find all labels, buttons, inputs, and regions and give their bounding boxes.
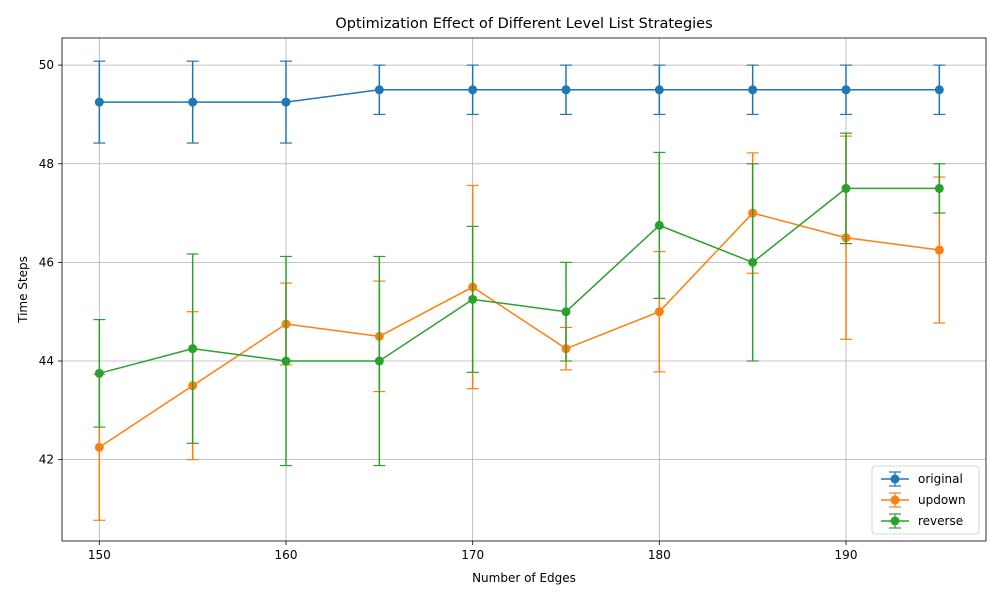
data-point bbox=[94, 97, 104, 107]
data-point bbox=[468, 85, 478, 95]
legend-label-original: original bbox=[918, 472, 963, 486]
data-point bbox=[654, 220, 664, 230]
x-tick-label: 150 bbox=[88, 548, 111, 562]
y-tick-label: 46 bbox=[39, 255, 54, 269]
legend-label-reverse: reverse bbox=[918, 514, 963, 528]
data-point bbox=[654, 85, 664, 95]
data-point bbox=[561, 85, 571, 95]
x-tick-label: 170 bbox=[461, 548, 484, 562]
x-axis-label: Number of Edges bbox=[472, 571, 576, 585]
legend-marker bbox=[890, 495, 900, 505]
x-tick-label: 190 bbox=[835, 548, 858, 562]
legend-marker bbox=[890, 516, 900, 526]
data-point bbox=[188, 97, 198, 107]
data-point bbox=[748, 257, 758, 267]
data-point bbox=[561, 307, 571, 317]
data-point bbox=[468, 294, 478, 304]
y-tick-label: 48 bbox=[39, 157, 54, 171]
data-point bbox=[748, 85, 758, 95]
legend-box bbox=[871, 465, 980, 535]
x-tick-label: 180 bbox=[648, 548, 671, 562]
series-reverse bbox=[93, 132, 946, 467]
data-point bbox=[281, 97, 291, 107]
data-point bbox=[841, 183, 851, 193]
series-original bbox=[93, 60, 946, 144]
legend-marker bbox=[890, 474, 900, 484]
legend: original updown reverse bbox=[871, 465, 980, 535]
series-line bbox=[99, 187, 940, 375]
data-point bbox=[934, 183, 944, 193]
chart-title: Optimization Effect of Different Level L… bbox=[335, 16, 712, 32]
data-point bbox=[374, 85, 384, 95]
y-axis-label: Time Steps bbox=[16, 256, 30, 324]
data-point bbox=[188, 344, 198, 354]
ticks: 150 160 170 180 190 42 44 46 48 50 bbox=[39, 58, 858, 562]
x-tick-label: 160 bbox=[275, 548, 298, 562]
data-point bbox=[841, 85, 851, 95]
data-point bbox=[94, 442, 104, 452]
y-tick-label: 44 bbox=[39, 354, 54, 368]
data-point bbox=[654, 307, 664, 317]
data-point bbox=[281, 356, 291, 366]
data-point bbox=[374, 356, 384, 366]
series-layer bbox=[93, 60, 946, 521]
data-point bbox=[934, 85, 944, 95]
series-line bbox=[99, 89, 940, 103]
y-tick-label: 50 bbox=[39, 58, 54, 72]
data-point bbox=[94, 368, 104, 378]
y-tick-label: 42 bbox=[39, 453, 54, 467]
plot-frame bbox=[61, 37, 987, 542]
data-point bbox=[934, 245, 944, 255]
legend-label-updown: updown bbox=[918, 493, 966, 507]
